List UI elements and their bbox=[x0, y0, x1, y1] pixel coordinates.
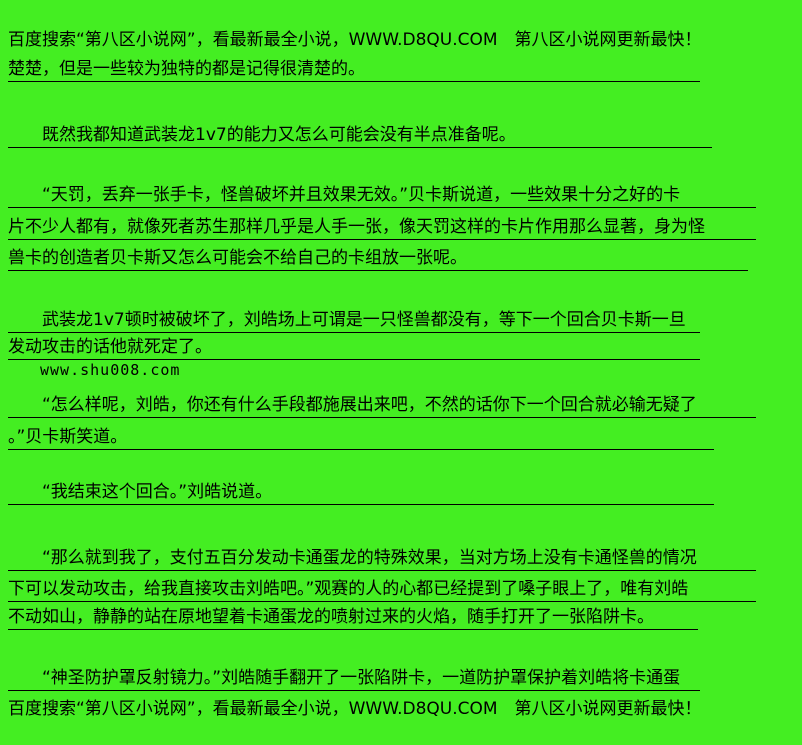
story-line: “神圣防护罩反射镜力。”刘皓随手翻开了一张陷阱卡，一道防护罩保护着刘皓将卡通蛋 bbox=[8, 667, 700, 691]
story-line: 楚楚，但是一些较为独特的都是记得很清楚的。 bbox=[8, 58, 700, 82]
watermark-url: www.shu008.com bbox=[40, 361, 181, 379]
story-line: “天罚，丢弃一张手卡，怪兽破坏并且效果无效。”贝卡斯说道，一些效果十分之好的卡 bbox=[8, 184, 756, 208]
promo-footer: 百度搜索“第八区小说网”，看最新最全小说，WWW.D8QU.COM 第八区小说网… bbox=[8, 699, 702, 719]
story-line: “怎么样呢，刘皓，你还有什么手段都施展出来吧，不然的话你下一个回合就必输无疑了 bbox=[8, 394, 756, 418]
story-line: “我结束这个回合。”刘皓说道。 bbox=[8, 481, 714, 505]
story-line: 片不少人都有，就像死者苏生那样几乎是人手一张，像天罚这样的卡片作用那么显著，身为… bbox=[8, 216, 756, 240]
story-line: 武装龙1v7顿时被破坏了，刘皓场上可谓是一只怪兽都没有，等下一个回合贝卡斯一旦 bbox=[8, 309, 700, 333]
story-line: 下可以发动攻击，给我直接攻击刘皓吧。”观赛的人的心都已经提到了嗓子眼上了，唯有刘… bbox=[8, 578, 756, 602]
story-line: 既然我都知道武装龙1v7的能力又怎么可能会没有半点准备呢。 bbox=[8, 124, 712, 148]
story-line: 发动攻击的话他就死定了。 bbox=[8, 336, 700, 360]
story-line: 不动如山，静静的站在原地望着卡通蛋龙的喷射过来的火焰，随手打开了一张陷阱卡。 bbox=[8, 606, 698, 630]
story-line: 。”贝卡斯笑道。 bbox=[8, 426, 714, 450]
promo-header: 百度搜索“第八区小说网”，看最新最全小说，WWW.D8QU.COM 第八区小说网… bbox=[8, 30, 702, 50]
story-line: “那么就到我了，支付五百分发动卡通蛋龙的特殊效果，当对方场上没有卡通怪兽的情况 bbox=[8, 547, 756, 571]
story-line: 兽卡的创造者贝卡斯又怎么可能会不给自己的卡组放一张呢。 bbox=[8, 247, 748, 271]
